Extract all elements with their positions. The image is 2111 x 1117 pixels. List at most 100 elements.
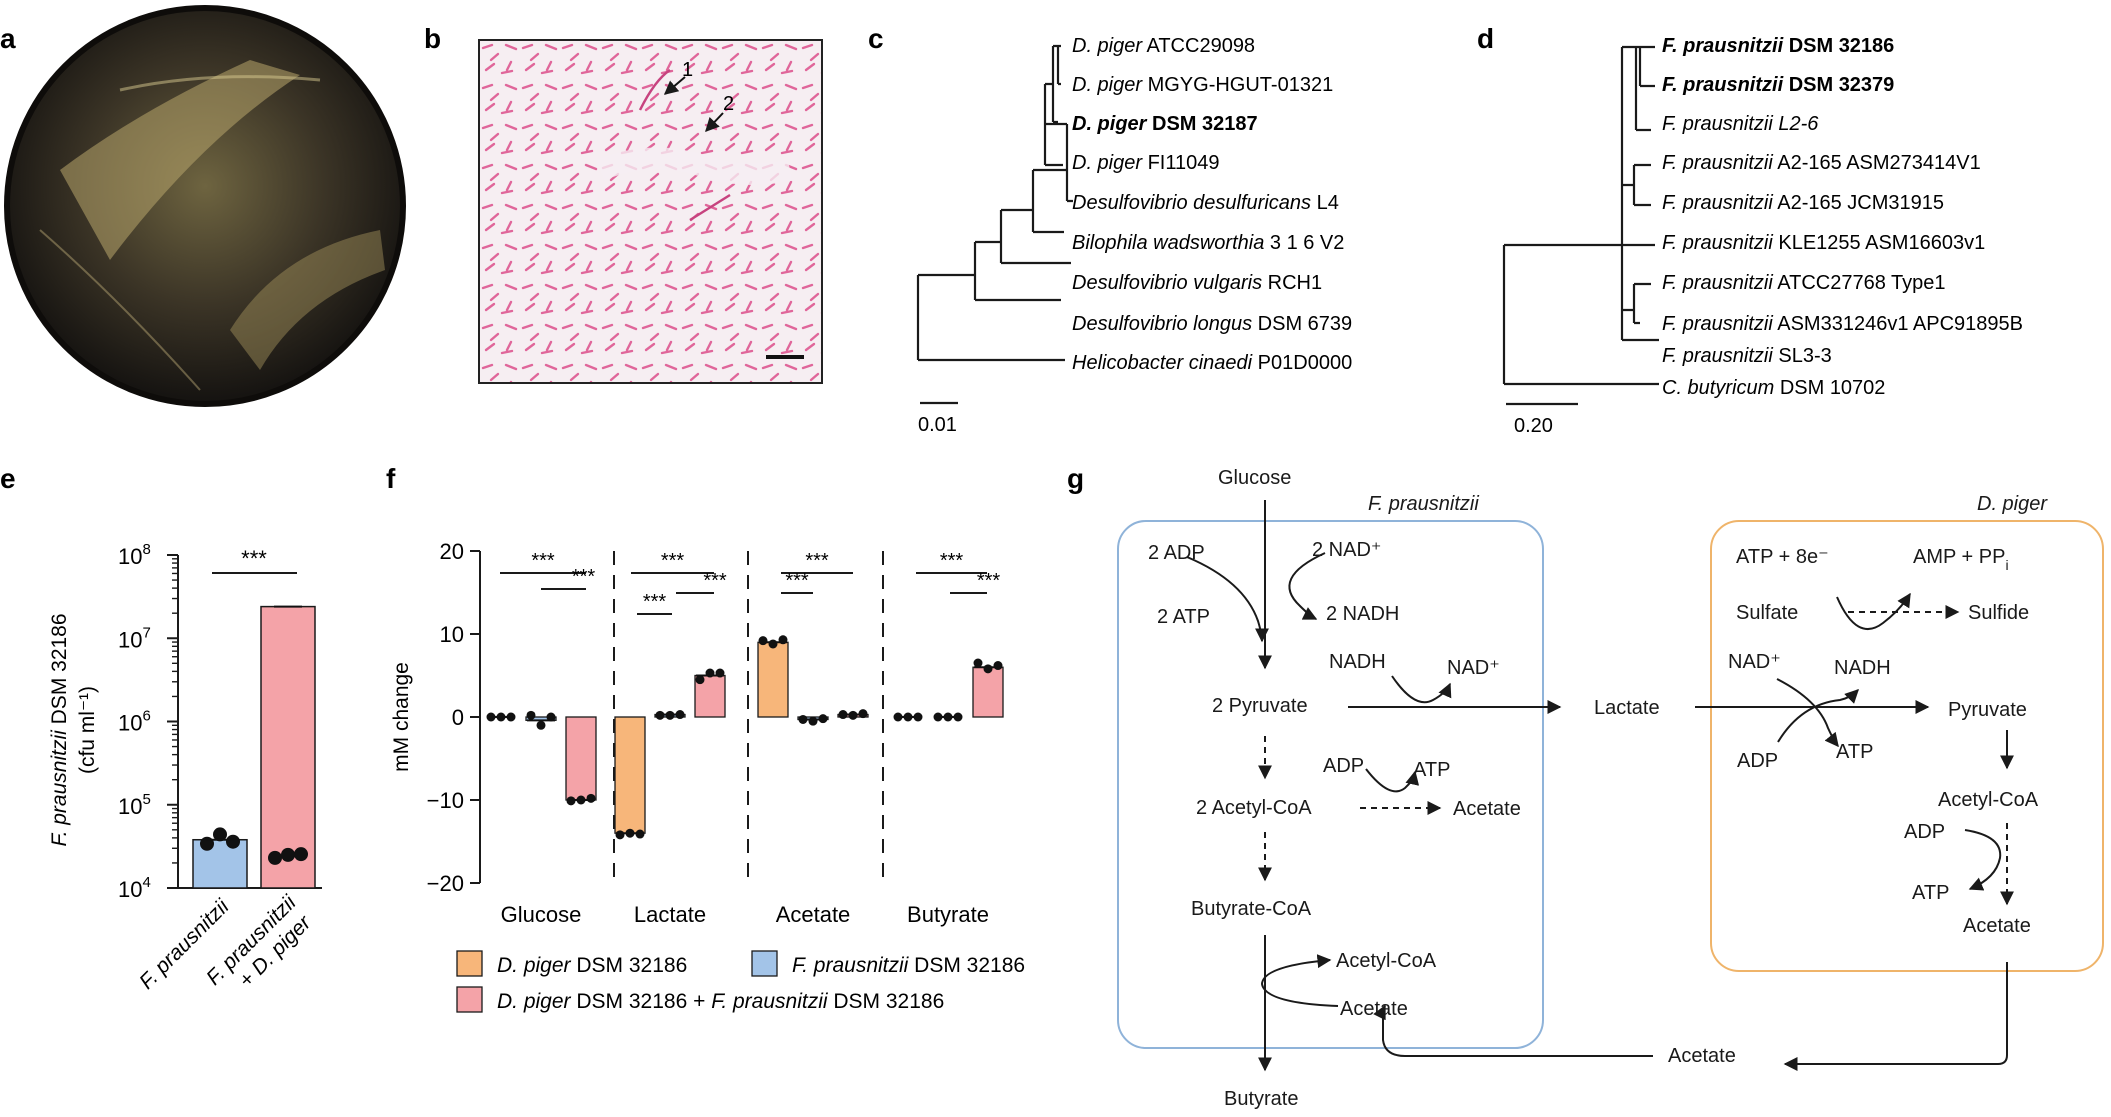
legend-f: D. piger DSM 32186 F. prausnitzii DSM 321… bbox=[456, 950, 1025, 1013]
f-ylabel: mM change bbox=[390, 662, 413, 772]
d-taxon-9: C. butyricum DSM 10702 bbox=[1662, 377, 1885, 399]
g-atp-a: ATP bbox=[1413, 759, 1450, 781]
f-bar-3-2 bbox=[972, 666, 1004, 718]
g-acetate-bottom: Acetate bbox=[1668, 1045, 1736, 1067]
f-xlabel-1: Lactate bbox=[634, 902, 706, 927]
e-ytick-exp: 4 bbox=[142, 874, 150, 891]
f-xlabel-0: Glucose bbox=[501, 902, 582, 927]
e-point bbox=[281, 847, 295, 862]
d-taxon-9-genus: C. butyricum bbox=[1662, 377, 1774, 399]
e-sig-label: *** bbox=[241, 546, 267, 571]
f-ytick-label-0: 20 bbox=[440, 539, 464, 564]
f-sig-label: *** bbox=[805, 550, 829, 572]
d-taxon-0-genus: F. prausnitzii bbox=[1662, 35, 1784, 57]
e-point bbox=[294, 847, 308, 862]
c-taxon-0: D. piger ATCC29098 bbox=[1072, 35, 1255, 57]
g-2atp: 2 ATP bbox=[1157, 606, 1210, 628]
f-point bbox=[625, 828, 635, 838]
d-taxon-4-strain: A2-165 JCM31915 bbox=[1777, 192, 1944, 214]
c-taxon-2-strain: DSM 32187 bbox=[1152, 113, 1258, 135]
f-point bbox=[655, 710, 665, 720]
c-taxon-4-strain: L4 bbox=[1317, 192, 1339, 214]
d-taxon-0: F. prausnitzii DSM 32186 bbox=[1662, 35, 1894, 57]
d-taxon-4-genus: F. prausnitzii bbox=[1662, 192, 1773, 214]
e-point bbox=[268, 850, 282, 865]
f-point bbox=[546, 712, 556, 722]
f-point bbox=[615, 830, 625, 840]
d-taxon-1-strain: DSM 32379 bbox=[1789, 74, 1895, 96]
g-pyruvate-dp: Pyruvate bbox=[1948, 699, 2027, 721]
g-2adp: 2 ADP bbox=[1148, 542, 1205, 564]
g-acetyl-coa-dp: Acetyl-CoA bbox=[1938, 789, 2039, 811]
e-ylabel-species: F. prausnitzii bbox=[48, 729, 71, 847]
g-butyrate: Butyrate bbox=[1224, 1088, 1298, 1110]
c-taxon-6-genus: Desulfovibrio vulgaris bbox=[1072, 272, 1262, 294]
arrow-1 bbox=[663, 76, 686, 95]
f-point bbox=[506, 712, 516, 722]
g-title-dp: D. piger bbox=[1977, 493, 2048, 515]
panel-b-letter: b bbox=[424, 23, 441, 54]
d-taxon-1-genus: F. prausnitzii bbox=[1662, 74, 1784, 96]
d-taxon-3: F. prausnitzii A2-165 ASM273414V1 bbox=[1662, 152, 1981, 174]
d-taxon-6-strain: ATCC27768 Type1 bbox=[1777, 272, 1945, 294]
phylo-tree-c bbox=[916, 44, 1073, 362]
c-taxon-8-genus: Helicobacter cinaedi bbox=[1072, 352, 1253, 374]
f-sig-label: *** bbox=[703, 570, 727, 592]
f-point bbox=[635, 829, 645, 839]
g-nadh-dp: NADH bbox=[1834, 657, 1891, 679]
f-point bbox=[576, 795, 586, 805]
f-point bbox=[768, 639, 778, 649]
g-glucose: Glucose bbox=[1218, 467, 1291, 489]
f-point bbox=[758, 636, 768, 646]
e-point bbox=[213, 827, 227, 842]
d-taxon-1: F. prausnitzii DSM 32379 bbox=[1662, 74, 1894, 96]
g-nadh-l: NADH bbox=[1329, 651, 1386, 673]
f-sig-label: *** bbox=[977, 570, 1001, 592]
d-taxon-5-strain: KLE1255 ASM16603v1 bbox=[1778, 232, 1985, 254]
e-ytick-base: 10 bbox=[118, 627, 142, 652]
e-bar-1 bbox=[260, 605, 316, 889]
g-2pyruvate: 2 Pyruvate bbox=[1212, 695, 1308, 717]
f-point bbox=[496, 712, 506, 722]
chart-f: 20 10 0 −10 −20 mM change Glucose Lactate Acetat… bbox=[390, 539, 1004, 927]
f-point bbox=[798, 714, 808, 724]
c-taxon-2: D. piger DSM 32187 bbox=[1072, 113, 1258, 135]
f-legend-prefix-strain: DSM 32186 + bbox=[571, 990, 712, 1013]
c-taxon-1: D. piger MGYG-HGUT-01321 bbox=[1072, 74, 1333, 96]
d-taxon-0-strain: DSM 32186 bbox=[1789, 35, 1895, 57]
c-taxon-5: Bilophila wadsworthia 3 1 6 V2 bbox=[1072, 232, 1344, 254]
e-ytick-label-0: 104 bbox=[118, 874, 151, 902]
d-taxon-7-genus: F. prausnitzii bbox=[1662, 313, 1773, 335]
d-taxon-7-strain: ASM331246v1 APC91895B bbox=[1777, 313, 2023, 335]
e-ytick-base: 10 bbox=[118, 877, 142, 902]
f-legend-swatch-0 bbox=[456, 950, 483, 977]
f-legend-label-0: D. piger DSM 32186 bbox=[497, 954, 687, 977]
d-taxon-5-genus: F. prausnitzii bbox=[1662, 232, 1773, 254]
scale-label-c: 0.01 bbox=[918, 414, 957, 436]
c-taxon-4: Desulfovibrio desulfuricans L4 bbox=[1072, 192, 1339, 214]
g-atp-dp2: ATP bbox=[1912, 882, 1949, 904]
g-sulfide: Sulfide bbox=[1968, 602, 2029, 624]
c-taxon-1-genus: D. piger bbox=[1072, 74, 1143, 96]
c-taxon-1-strain: MGYG-HGUT-01321 bbox=[1148, 74, 1334, 96]
f-ytick-label-3: −10 bbox=[427, 788, 464, 813]
g-2nadh: 2 NADH bbox=[1326, 603, 1399, 625]
g-amp: AMP + PPi bbox=[1913, 546, 2009, 573]
d-taxon-4: F. prausnitzii A2-165 JCM31915 bbox=[1662, 192, 1944, 214]
e-ytick-base: 10 bbox=[118, 544, 142, 569]
d-taxon-8-strain: SL3-3 bbox=[1778, 345, 1831, 367]
e-ytick-exp: 7 bbox=[142, 624, 150, 641]
e-ytick-base: 10 bbox=[118, 794, 142, 819]
e-ytick-exp: 8 bbox=[142, 541, 150, 558]
g-butyrate-coa: Butyrate-CoA bbox=[1191, 898, 1312, 920]
f-legend-species: F. prausnitzii bbox=[711, 990, 829, 1013]
panel-e-letter: e bbox=[0, 463, 16, 494]
e-point bbox=[226, 834, 240, 849]
g-adp-dp: ADP bbox=[1737, 750, 1778, 772]
e-ylabel: F. prausnitzii DSM 32186 bbox=[48, 613, 71, 846]
f-point bbox=[695, 675, 705, 685]
panel-f-letter: f bbox=[386, 463, 396, 494]
f-point bbox=[913, 712, 923, 722]
g-acetate-a: Acetate bbox=[1453, 798, 1521, 820]
